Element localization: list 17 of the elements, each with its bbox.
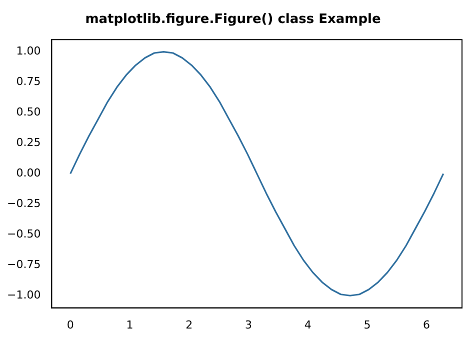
x-tick-label: 0 xyxy=(66,318,74,332)
x-tick-label: 3 xyxy=(244,318,252,332)
y-tick-label: 0.00 xyxy=(16,166,41,180)
x-tick-label: 1 xyxy=(126,318,134,332)
y-tick-label: 0.75 xyxy=(16,75,41,88)
y-tick-label: 1.00 xyxy=(16,44,41,58)
y-tick-label: −0.50 xyxy=(6,228,41,241)
y-tick-label: 0.25 xyxy=(16,136,41,150)
y-tick-label: −0.75 xyxy=(6,258,41,271)
x-tick-label: 6 xyxy=(423,318,430,332)
y-tick-label: −0.25 xyxy=(6,197,41,210)
x-tick-label: 4 xyxy=(304,318,312,332)
y-tick-label: −1.00 xyxy=(6,288,41,302)
x-tick-label: 2 xyxy=(186,318,193,332)
x-tick-label: 5 xyxy=(364,318,371,332)
chart-title: matplotlib.figure.Figure() class Example xyxy=(85,12,381,28)
y-tick-label: 0.50 xyxy=(16,106,41,119)
